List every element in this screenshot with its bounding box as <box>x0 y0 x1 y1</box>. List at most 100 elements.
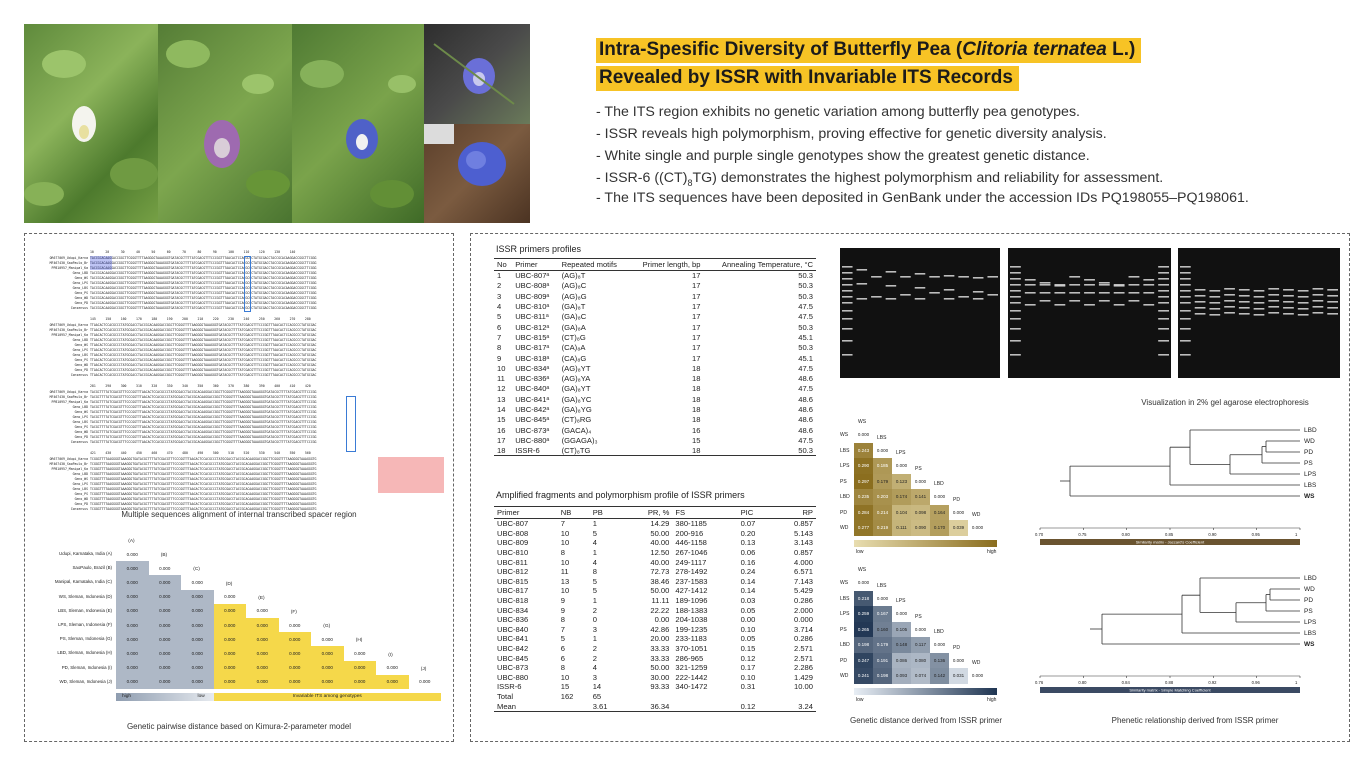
heatmap-cell: 0.111 <box>892 520 911 536</box>
gel-band <box>1128 292 1140 294</box>
alignment-sequence: TACCGCACAAGGACCGGCTTCGGGTTTTAAGGGGTAAAGG… <box>90 276 317 280</box>
kimura-cell: 0.000 <box>148 618 181 633</box>
dendrogram-leaf-label: WS <box>1304 641 1315 648</box>
alignment-sequence-name: PP810957_Manipal_Ka <box>51 266 88 270</box>
table-cell: 18 <box>692 405 701 414</box>
photo-white-flower <box>24 24 158 223</box>
table-cell: UBC-836ᵃ <box>515 374 550 384</box>
gel-band <box>856 298 868 300</box>
table-cell: 4 <box>497 302 502 312</box>
heatmap-cell: 0.142 <box>930 668 949 684</box>
alignment-sequence-name: MF467430_SaoPaulo_Br <box>49 328 88 332</box>
table-cell: 1 <box>592 596 597 606</box>
table-row: UBC-841 5 1 20.00 233-1183 0.05 0.286 <box>494 634 816 644</box>
kimura-col-label: (B) <box>160 553 168 559</box>
title-species: Clitoria ternatea <box>962 39 1107 60</box>
kimura-cell: 0.000 <box>148 646 181 661</box>
gel-band <box>842 354 853 356</box>
kimura-row-label: LPS, Sleman, Indonesia (F) <box>58 622 112 627</box>
table-cell: (GA)₈YG <box>561 405 592 414</box>
alignment-sequence: TACCGCACAAGGACCGGCTTCGGGTTTTAAGGGGTAAAGG… <box>90 286 317 290</box>
table-cell: UBC-810ᵃ <box>515 302 550 312</box>
table-cell: 18 <box>629 445 704 457</box>
heatmap-row-label: LBS <box>840 447 850 454</box>
table-cell: UBC-840ᵃ <box>515 384 550 394</box>
table-cell: Total <box>497 691 514 701</box>
table-cell: 3 <box>592 624 597 634</box>
heatmap-cell: 0.284 <box>854 504 873 520</box>
kimura-cell: 0.000 <box>311 632 344 647</box>
table-cell: 0.13 <box>740 538 756 548</box>
heatmap-legend-bar <box>854 687 997 695</box>
table-cell: 40.00 <box>650 557 670 567</box>
table-cell: 48.6 <box>798 374 813 384</box>
gel-band <box>1180 302 1191 304</box>
table-cell: 204-1038 <box>675 615 708 625</box>
alignment-sequence: TACGCTTTTATCGACGTTTCCCGGTTTAACACTCCACGCC… <box>90 435 317 439</box>
table-cell: 17 <box>692 302 701 312</box>
heatmap-row-label: PD <box>840 509 847 516</box>
gel-band <box>1327 295 1338 297</box>
gel-band <box>929 292 940 294</box>
gel-band <box>1327 307 1338 309</box>
gel-band <box>1084 292 1095 294</box>
table-cell: 40.00 <box>650 538 670 548</box>
table-cell: (CT)₈RG <box>561 415 592 425</box>
gel-band <box>1010 354 1021 356</box>
alignment-sequence: TACCGCACAAGGACCGGCTTCGGGTTTTAAGGGGTAAAGG… <box>90 301 317 305</box>
table-cell: 2.000 <box>793 605 813 615</box>
heatmap-col-label: LBD <box>934 629 944 635</box>
alignment-sequence: TACCGCACAAGGACCGGCTTCGGGTTTTAAGGGGTAAAGG… <box>90 306 317 310</box>
heatmap-smc: WS WS 0.000 LBS LBS 0.218 0.000 LPS LPS 0.259 0.16… <box>840 563 1020 713</box>
table-cell: 0.10 <box>740 624 756 634</box>
table-row: UBC-818 9 1 11.11 189-1096 0.03 0.286 <box>494 596 816 606</box>
heatmap-cell: 0.000 <box>949 652 968 668</box>
table-cell: 162 <box>560 691 574 701</box>
kimura-cell: 0.000 <box>116 603 149 618</box>
gel-band <box>1297 296 1309 298</box>
photo-purple-flower <box>158 24 292 223</box>
alignment-sequence: TACGCTTTTATCGACGTTTCCCGGTTTAACACTCCACGCC… <box>90 415 317 419</box>
kimura-cell: 0.000 <box>116 589 149 604</box>
kimura-cell: 0.000 <box>181 660 214 675</box>
alignment-sequence: TCGGGTTTTAAGGGGTAAAGGGTGATACGCTTTTATCGAC… <box>90 472 317 476</box>
dendrogram-tick-label: 0.90 <box>1208 532 1217 537</box>
alignment-sequence: TACCGCACAAGGACCGGCTTCGGGTTTTAAGGGGTAAAGG… <box>90 256 317 260</box>
table-cell: 14.29 <box>650 519 670 529</box>
table-cell: 47.5 <box>798 312 813 322</box>
heatmap-cell: 0.164 <box>930 504 949 520</box>
heatmap-col-label: PS <box>915 613 922 620</box>
alignment-sequence: TTAACACTCCACGCCCTATGCGACCTACCGCACAAGGACC… <box>90 328 317 332</box>
gel-band <box>1084 304 1095 306</box>
table-cell: 17 <box>497 435 506 445</box>
heatmap-row-label: WD <box>840 525 849 531</box>
table-row: 3 UBC-809ᵃ (AG)₈G 17 50.3 <box>494 291 816 301</box>
heatmap-cell: 0.241 <box>854 668 873 684</box>
gel-band <box>1283 313 1294 315</box>
table-cell: 2.286 <box>793 663 813 673</box>
table-cell: (GA)₈A <box>561 322 586 332</box>
kimura-cell: 0.000 <box>246 632 279 647</box>
kimura-col-label: (C) <box>193 567 200 573</box>
table-cell: (GA)₈C <box>561 312 587 322</box>
gel-band <box>1312 288 1324 290</box>
table-cell: UBC-845ᵃ <box>515 415 550 425</box>
kimura-cell: 0.000 <box>278 618 311 633</box>
kimura-cell: 0.000 <box>148 575 181 590</box>
alignment-sequence: TTAACACTCCACGCCCTATGCGACCTACCGCACAAGGACC… <box>90 363 317 367</box>
gel-band <box>1069 276 1081 278</box>
table-cell: 7 <box>560 624 565 634</box>
gel-band <box>1158 328 1169 330</box>
heatmap-cell: 0.000 <box>930 637 949 653</box>
table-cell: (GA)₈YC <box>561 394 592 404</box>
table-header-cell: RP <box>773 506 816 519</box>
table-cell: 2 <box>497 281 502 291</box>
heatmap-cell: 0.000 <box>968 668 987 684</box>
kimura-matrix: (A) (B) (C) (D) (E) (F) (G) (H) (I) (J) Udupi, Kar… <box>34 535 454 715</box>
table-cell: 0.06 <box>740 548 756 558</box>
gel-band <box>1158 302 1169 304</box>
kimura-cell: 0.000 <box>278 674 311 689</box>
kimura-cell: 0.000 <box>343 674 376 689</box>
alignment-sequence-name: Geno_LPS <box>72 348 88 352</box>
kimura-col-label: (I) <box>388 652 393 658</box>
